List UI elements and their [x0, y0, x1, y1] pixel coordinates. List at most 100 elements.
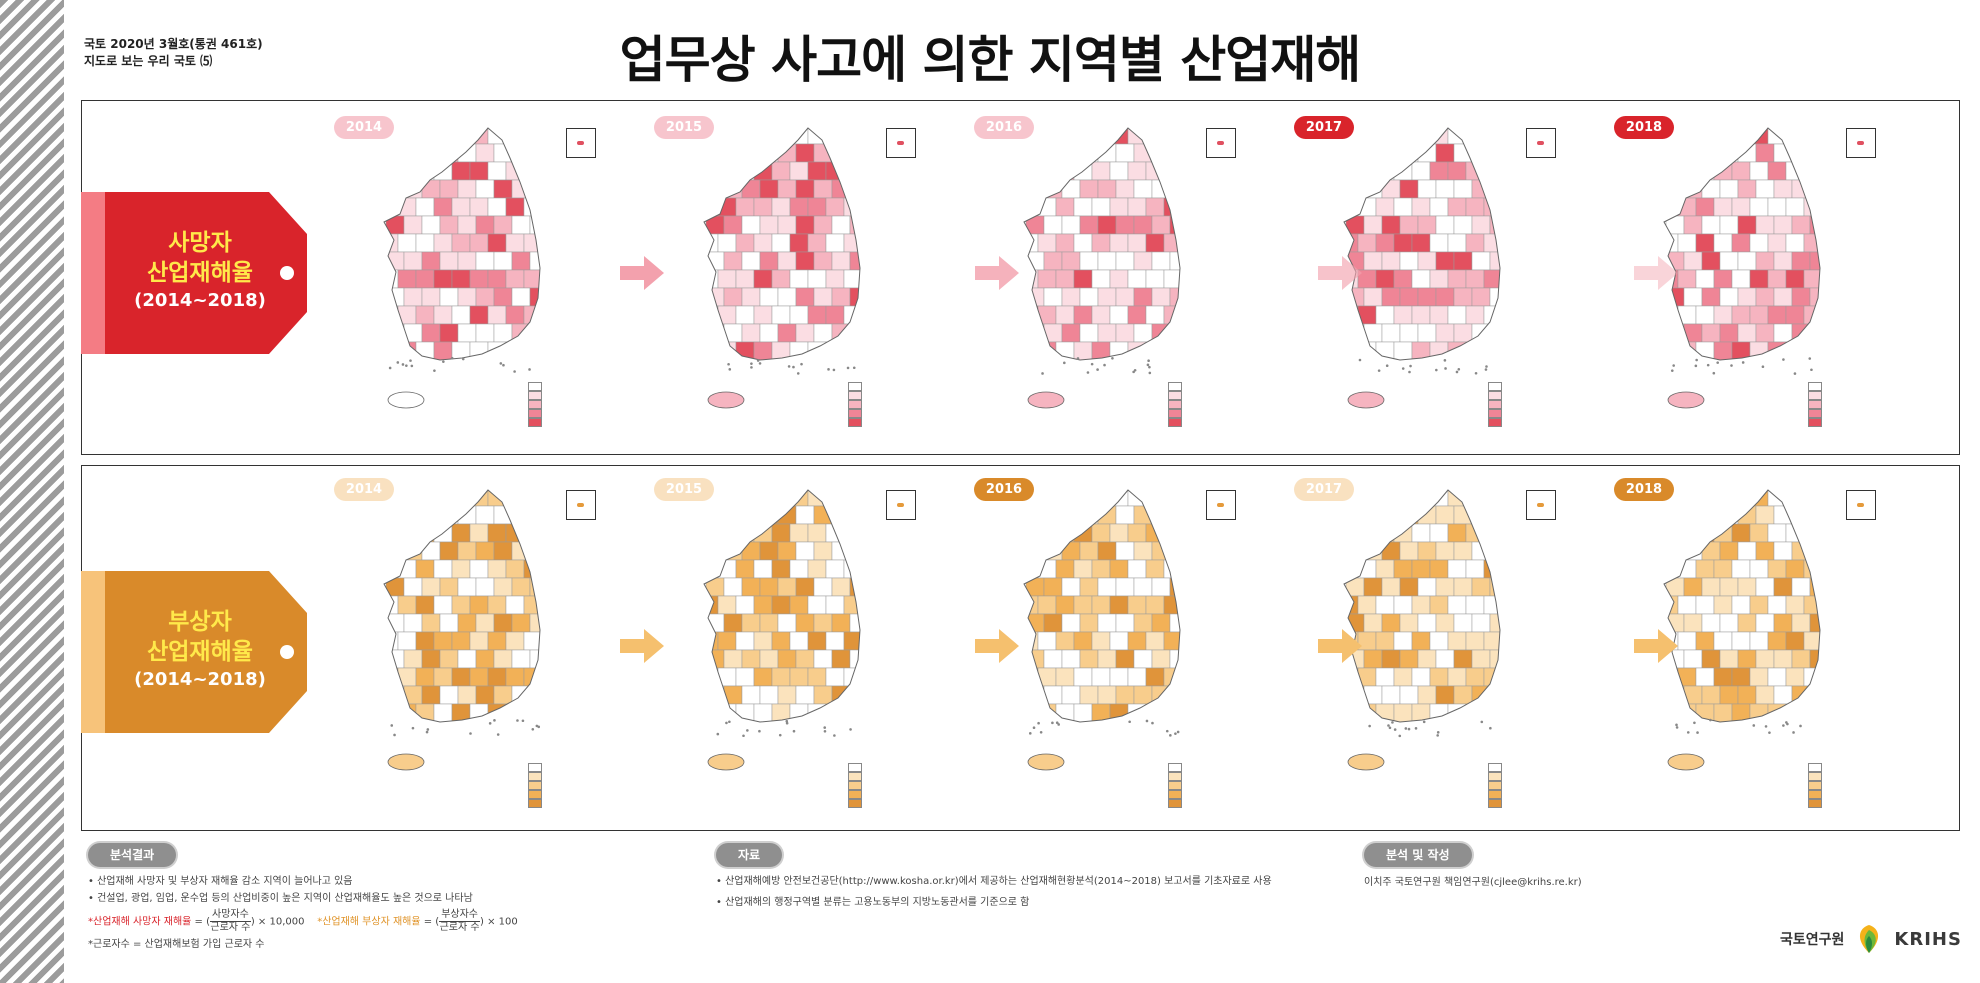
- worker-count-note: *근로자수 = 산업재해보험 가입 근로자 수: [88, 939, 265, 950]
- analysis-bullet-2: • 건설업, 광업, 임업, 운수업 등의 산업비중이 높은 지역이 산업재해율…: [88, 893, 473, 904]
- legend-swatch: [1168, 382, 1185, 391]
- author-label: 분석 및 작성: [1364, 843, 1472, 867]
- right-arrow-icon: [975, 256, 1019, 290]
- legend-swatch: [1488, 391, 1505, 400]
- map-legend: [528, 763, 545, 808]
- region-map-2014: [383, 127, 541, 409]
- legend-swatch: [848, 781, 865, 790]
- legend-swatch: [1808, 781, 1825, 790]
- legend-swatch: [1488, 400, 1505, 409]
- legend-swatch: [1168, 391, 1185, 400]
- map-legend: [848, 763, 865, 808]
- legend-swatch: [1168, 790, 1185, 799]
- left-decorative-stripe: [0, 0, 64, 983]
- legend-swatch: [1808, 418, 1825, 427]
- year-label-2017: 2017: [1294, 478, 1354, 501]
- right-arrow-icon: [1318, 256, 1362, 290]
- legend-swatch: [528, 382, 545, 391]
- krihs-logo: 국토연구원 KRIHS: [1780, 922, 1962, 956]
- legend-swatch: [1488, 763, 1505, 772]
- right-arrow-icon: [620, 256, 664, 290]
- logo-english: KRIHS: [1894, 928, 1962, 950]
- legend-swatch: [1808, 391, 1825, 400]
- page-title: 업무상 사고에 의한 지역별 산업재해: [619, 31, 1362, 89]
- legend-swatch: [848, 409, 865, 418]
- year-label-2018: 2018: [1614, 478, 1674, 501]
- legend-swatch: [848, 772, 865, 781]
- region-map-2018: [1663, 489, 1821, 771]
- legend-swatch: [848, 400, 865, 409]
- death-formula-fraction: 사망자수 근로자 수: [210, 909, 251, 933]
- legend-swatch: [1488, 799, 1505, 808]
- analysis-bullet-1: • 산업재해 사망자 및 부상자 재해율 감소 지역이 늘어나고 있음: [88, 876, 353, 887]
- inset-map-icon: [886, 490, 916, 520]
- region-map-2017: [1343, 489, 1501, 771]
- legend-swatch: [1168, 772, 1185, 781]
- map-legend: [1488, 763, 1505, 808]
- inset-map-icon: [566, 128, 596, 158]
- year-label-2015: 2015: [654, 116, 714, 139]
- series-name: 지도로 보는 우리 국토 ⑸: [84, 54, 213, 68]
- year-label-2014: 2014: [334, 116, 394, 139]
- legend-swatch: [528, 418, 545, 427]
- badge-period: (2014~2018): [134, 669, 266, 690]
- legend-swatch: [528, 781, 545, 790]
- inset-map-icon: [1846, 128, 1876, 158]
- year-label-2017: 2017: [1294, 116, 1354, 139]
- inset-map-icon: [886, 128, 916, 158]
- legend-swatch: [1808, 772, 1825, 781]
- region-map-2015: [703, 489, 861, 771]
- legend-swatch: [848, 799, 865, 808]
- legend-swatch: [1808, 382, 1825, 391]
- legend-swatch: [1808, 763, 1825, 772]
- legend-swatch: [1168, 763, 1185, 772]
- legend-swatch: [528, 391, 545, 400]
- source-bullet-1: • 산업재해예방 안전보건공단(http://www.kosha.or.kr)에…: [716, 876, 1272, 887]
- legend-swatch: [528, 790, 545, 799]
- legend-swatch: [848, 391, 865, 400]
- badge-period: (2014~2018): [134, 290, 266, 311]
- map-legend: [1808, 763, 1825, 808]
- issue-number: 국토 2020년 3월호(통권 461호): [84, 37, 263, 51]
- right-arrow-icon: [975, 629, 1019, 663]
- inset-map-icon: [1206, 128, 1236, 158]
- map-legend: [1168, 382, 1185, 427]
- badge-line2: 산업재해율: [147, 260, 253, 286]
- legend-swatch: [528, 772, 545, 781]
- year-label-2014: 2014: [334, 478, 394, 501]
- map-legend: [1168, 763, 1185, 808]
- legend-swatch: [1808, 790, 1825, 799]
- inset-map-icon: [1846, 490, 1876, 520]
- inset-map-icon: [1206, 490, 1236, 520]
- year-label-2016: 2016: [974, 116, 1034, 139]
- badge-line1: 사망자: [168, 230, 232, 256]
- legend-swatch: [1488, 772, 1505, 781]
- legend-swatch: [848, 382, 865, 391]
- source-bullet-2: • 산업재해의 행정구역별 분류는 고용노동부의 지방노동관서를 기준으로 함: [716, 897, 1030, 908]
- region-map-2016: [1023, 127, 1181, 409]
- map-legend: [528, 382, 545, 427]
- region-map-2015: [703, 127, 861, 409]
- formula-row: *산업재해 사망자 재해율 = (사망자수 근로자 수) × 10,000 *산업…: [88, 909, 518, 933]
- legend-swatch: [1488, 790, 1505, 799]
- source-notes: • 산업재해예방 안전보건공단(http://www.kosha.or.kr)에…: [716, 873, 1272, 911]
- region-map-2017: [1343, 127, 1501, 409]
- legend-swatch: [1808, 409, 1825, 418]
- region-map-2016: [1023, 489, 1181, 771]
- region-map-2018: [1663, 127, 1821, 409]
- legend-swatch: [1168, 418, 1185, 427]
- legend-swatch: [1488, 418, 1505, 427]
- legend-swatch: [528, 400, 545, 409]
- logo-korean: 국토연구원: [1780, 932, 1845, 948]
- krihs-leaf-logo-icon: [1860, 925, 1879, 953]
- legend-swatch: [1488, 409, 1505, 418]
- inset-map-icon: [566, 490, 596, 520]
- legend-swatch: [1168, 781, 1185, 790]
- legend-swatch: [528, 763, 545, 772]
- injury-formula-label: *산업재해 부상자 재해율: [317, 916, 421, 928]
- map-legend: [848, 382, 865, 427]
- right-arrow-icon: [620, 629, 664, 663]
- death-formula-label: *산업재해 사망자 재해율: [88, 916, 192, 928]
- inset-map-icon: [1526, 490, 1556, 520]
- right-arrow-icon: [1634, 629, 1678, 663]
